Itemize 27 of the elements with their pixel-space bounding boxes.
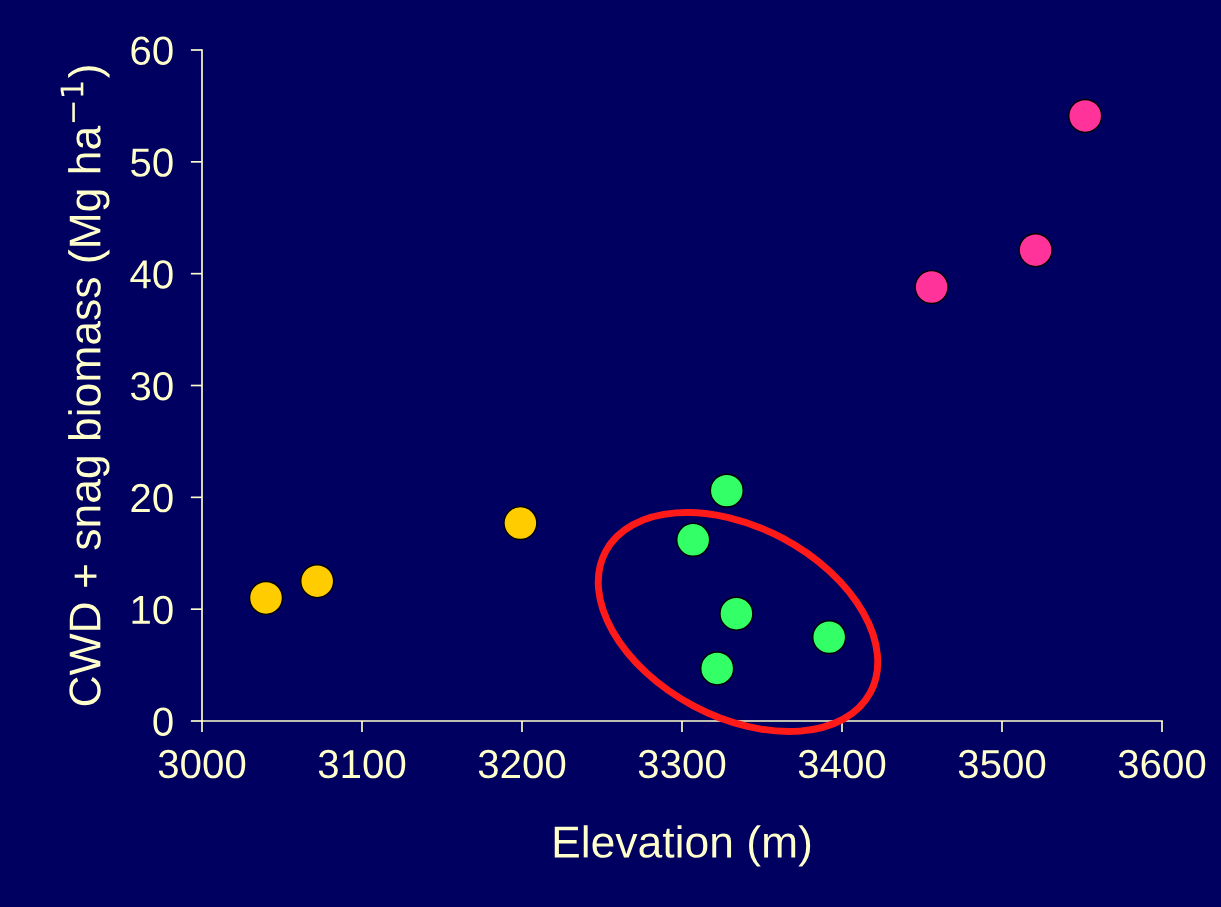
point bbox=[300, 564, 335, 599]
y-tick-label: 60 bbox=[131, 36, 173, 65]
point bbox=[709, 473, 744, 508]
point bbox=[676, 522, 711, 557]
y-tick-label: 0 bbox=[153, 707, 173, 736]
x-tick-label: 3100 bbox=[318, 749, 406, 779]
point bbox=[503, 505, 538, 541]
y-tick-label: 20 bbox=[131, 483, 173, 513]
point bbox=[914, 269, 949, 305]
point bbox=[1068, 98, 1103, 134]
y-axis-title: CWD + snag biomass (Mg ha$^{−1}$) bbox=[60, 66, 110, 706]
y-tick-label: 10 bbox=[132, 595, 173, 625]
point bbox=[1018, 233, 1053, 268]
point bbox=[812, 619, 847, 655]
x-tick-label: 3400 bbox=[798, 749, 886, 779]
x-tick-label: 3000 bbox=[158, 749, 246, 779]
x-axis-title: Elevation (m) bbox=[554, 825, 811, 867]
point bbox=[700, 651, 735, 686]
y-tick-label: 50 bbox=[131, 148, 173, 177]
x-tick-label: 3600 bbox=[1118, 749, 1206, 779]
x-tick-label: 3200 bbox=[478, 749, 566, 779]
x-tick-label: 3300 bbox=[638, 749, 726, 779]
point bbox=[719, 596, 754, 631]
y-tick-label: 40 bbox=[130, 260, 173, 289]
y-tick-label: 30 bbox=[130, 371, 173, 401]
point bbox=[248, 580, 284, 616]
x-tick-label: 3500 bbox=[958, 749, 1046, 779]
